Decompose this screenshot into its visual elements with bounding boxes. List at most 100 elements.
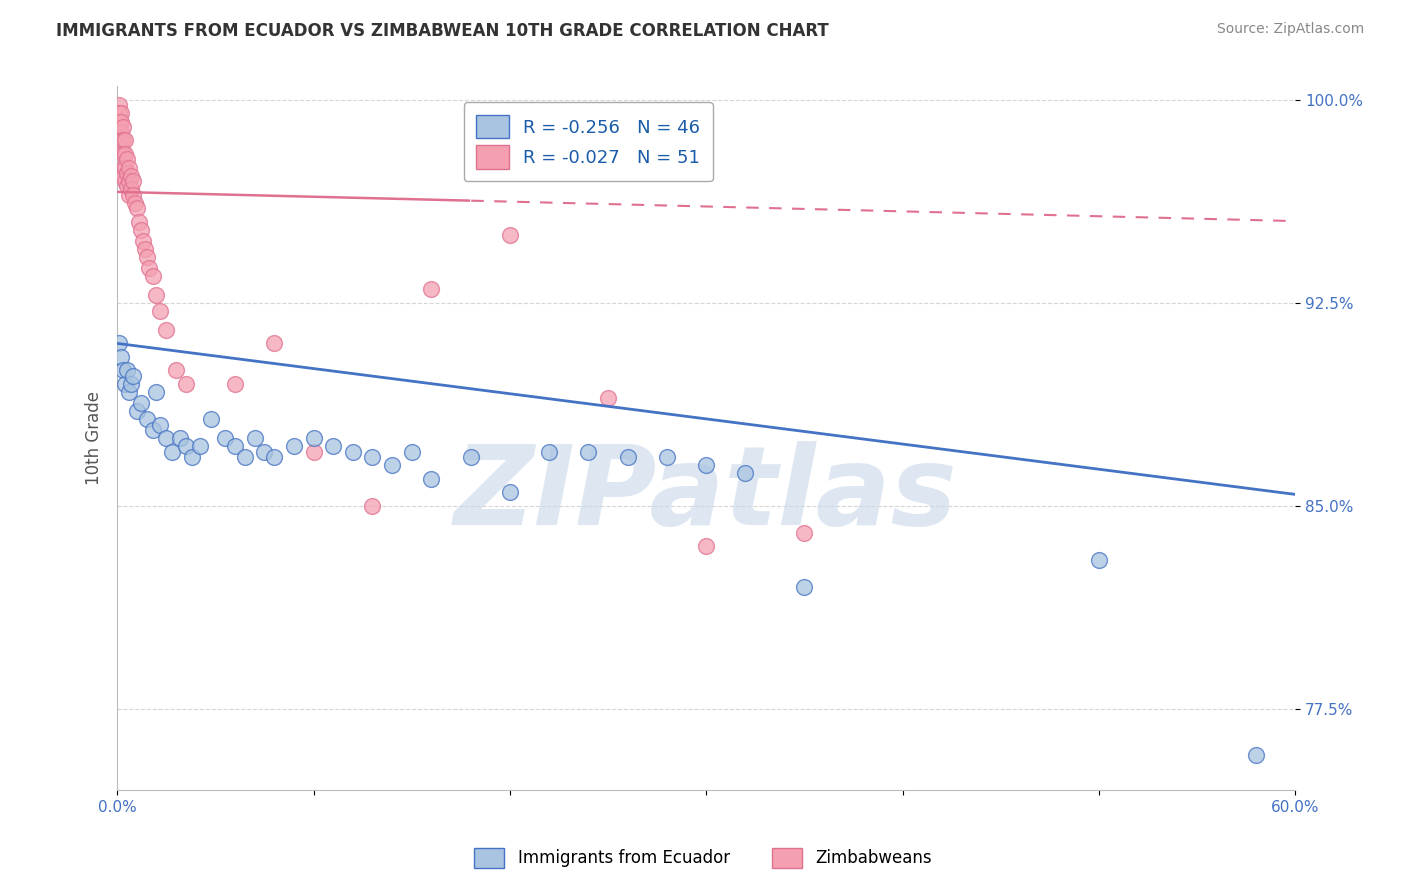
- Point: [108, 125, 131, 139]
- Point: [499, 485, 522, 500]
- Point: [114, 174, 136, 188]
- Point: [224, 439, 246, 453]
- Point: [263, 450, 285, 464]
- Point: [145, 287, 167, 301]
- Point: [129, 396, 152, 410]
- Point: [141, 423, 163, 437]
- Point: [263, 336, 285, 351]
- Point: [174, 439, 197, 453]
- Point: [112, 133, 135, 147]
- Point: [114, 147, 136, 161]
- Point: [118, 174, 141, 188]
- Point: [108, 106, 131, 120]
- Point: [110, 133, 132, 147]
- Point: [129, 223, 152, 237]
- Point: [115, 179, 138, 194]
- Point: [160, 444, 183, 458]
- Point: [149, 417, 172, 432]
- Point: [108, 114, 131, 128]
- Point: [460, 450, 482, 464]
- Point: [122, 368, 145, 383]
- Point: [135, 250, 157, 264]
- Point: [361, 450, 384, 464]
- Point: [576, 444, 599, 458]
- Point: [616, 450, 638, 464]
- Point: [115, 363, 138, 377]
- Point: [108, 98, 131, 112]
- Point: [112, 169, 135, 183]
- Point: [420, 282, 443, 296]
- Point: [110, 114, 132, 128]
- Point: [114, 133, 136, 147]
- Point: [134, 242, 156, 256]
- Point: [214, 431, 236, 445]
- Point: [793, 525, 815, 540]
- Point: [165, 363, 187, 377]
- Point: [108, 336, 131, 351]
- Point: [188, 439, 211, 453]
- Point: [114, 161, 136, 175]
- Point: [169, 431, 191, 445]
- Point: [110, 106, 132, 120]
- Text: ZIPatlas: ZIPatlas: [454, 441, 957, 548]
- Point: [132, 234, 155, 248]
- Point: [342, 444, 364, 458]
- Point: [695, 458, 717, 472]
- Point: [112, 161, 135, 175]
- Point: [128, 214, 150, 228]
- Y-axis label: 10th Grade: 10th Grade: [86, 391, 103, 485]
- Point: [118, 385, 141, 400]
- Point: [180, 450, 202, 464]
- Point: [302, 431, 325, 445]
- Legend: Immigrants from Ecuador, Zimbabweans: Immigrants from Ecuador, Zimbabweans: [468, 841, 938, 875]
- Point: [149, 304, 172, 318]
- Point: [401, 444, 423, 458]
- Point: [125, 404, 148, 418]
- Text: Source: ZipAtlas.com: Source: ZipAtlas.com: [1216, 22, 1364, 37]
- Point: [361, 499, 384, 513]
- Point: [115, 153, 138, 167]
- Point: [138, 260, 160, 275]
- Point: [596, 391, 619, 405]
- Point: [1244, 747, 1267, 762]
- Point: [420, 472, 443, 486]
- Point: [122, 174, 145, 188]
- Point: [499, 228, 522, 243]
- Point: [120, 169, 142, 183]
- Point: [200, 412, 222, 426]
- Point: [253, 444, 276, 458]
- Point: [135, 412, 157, 426]
- Point: [174, 376, 197, 391]
- Point: [734, 467, 756, 481]
- Point: [112, 147, 135, 161]
- Point: [243, 431, 266, 445]
- Point: [118, 161, 141, 175]
- Point: [110, 125, 132, 139]
- Point: [233, 450, 256, 464]
- Point: [124, 195, 146, 210]
- Point: [114, 376, 136, 391]
- Point: [125, 201, 148, 215]
- Point: [302, 444, 325, 458]
- Point: [283, 439, 305, 453]
- Point: [695, 539, 717, 553]
- Point: [115, 166, 138, 180]
- Point: [110, 350, 132, 364]
- Point: [538, 444, 561, 458]
- Point: [155, 431, 177, 445]
- Point: [793, 580, 815, 594]
- Point: [322, 439, 344, 453]
- Point: [381, 458, 404, 472]
- Point: [141, 268, 163, 283]
- Point: [120, 376, 142, 391]
- Point: [112, 120, 135, 134]
- Point: [110, 142, 132, 156]
- Point: [122, 187, 145, 202]
- Point: [655, 450, 678, 464]
- Point: [112, 363, 135, 377]
- Point: [118, 187, 141, 202]
- Text: IMMIGRANTS FROM ECUADOR VS ZIMBABWEAN 10TH GRADE CORRELATION CHART: IMMIGRANTS FROM ECUADOR VS ZIMBABWEAN 10…: [56, 22, 830, 40]
- Legend: R = -0.256   N = 46, R = -0.027   N = 51: R = -0.256 N = 46, R = -0.027 N = 51: [464, 103, 713, 181]
- Point: [155, 323, 177, 337]
- Point: [120, 182, 142, 196]
